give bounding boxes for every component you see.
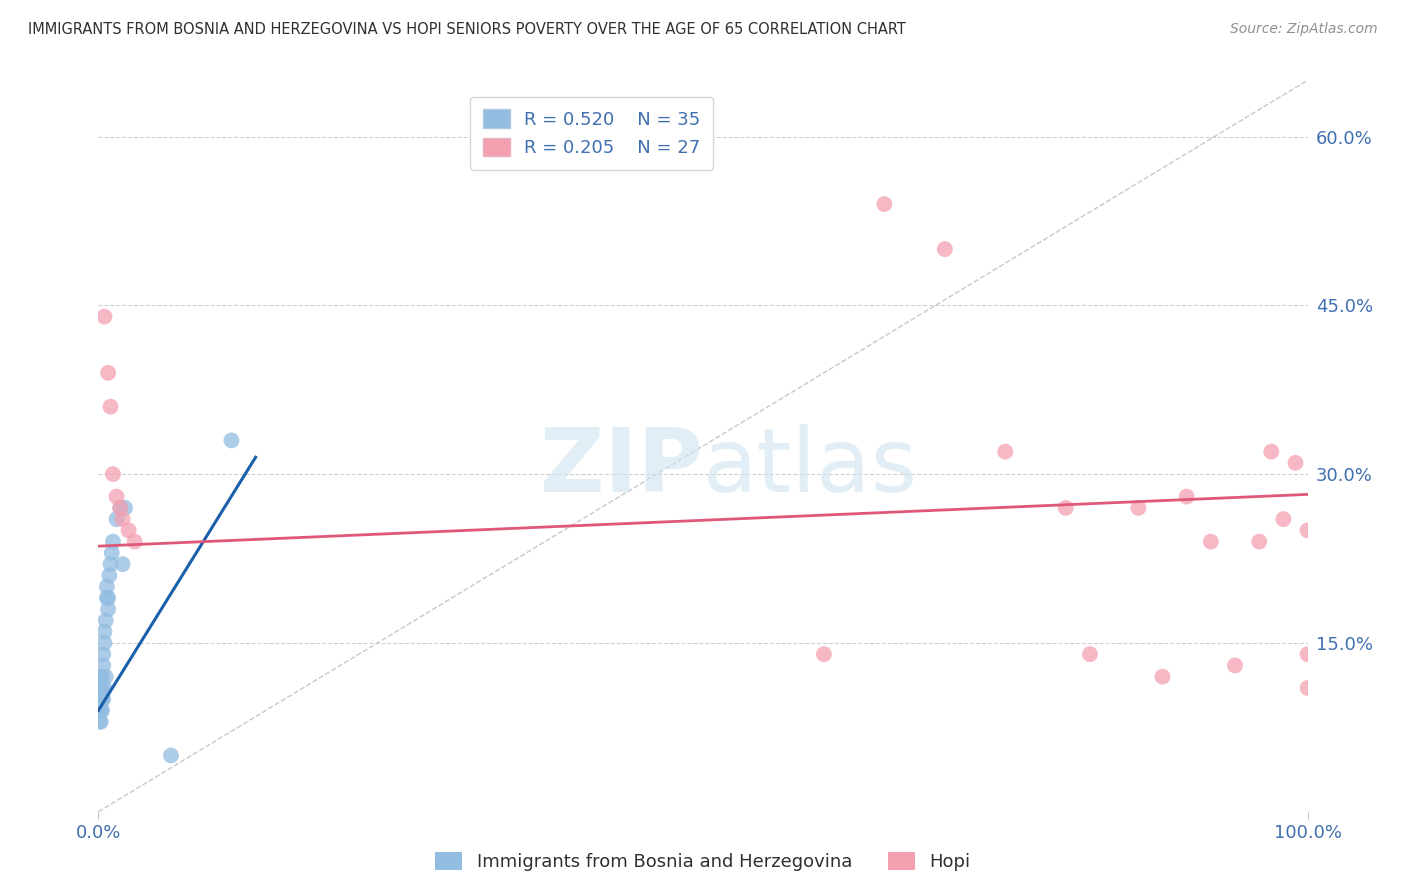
- Point: [1054, 500, 1077, 515]
- Legend: Immigrants from Bosnia and Herzegovina, Hopi: Immigrants from Bosnia and Herzegovina, …: [427, 845, 979, 879]
- Point: [91, 647, 114, 661]
- Point: [90, 670, 112, 684]
- Point: [93, 636, 115, 650]
- Point: [1296, 681, 1319, 695]
- Point: [94, 670, 117, 684]
- Point: [124, 534, 146, 549]
- Point: [96, 580, 118, 594]
- Point: [114, 500, 136, 515]
- Point: [90, 692, 112, 706]
- Point: [89, 703, 111, 717]
- Point: [1249, 534, 1271, 549]
- Point: [1296, 524, 1319, 538]
- Point: [108, 500, 131, 515]
- Text: IMMIGRANTS FROM BOSNIA AND HERZEGOVINA VS HOPI SENIORS POVERTY OVER THE AGE OF 6: IMMIGRANTS FROM BOSNIA AND HERZEGOVINA V…: [28, 22, 905, 37]
- Point: [118, 524, 141, 538]
- Point: [97, 602, 120, 616]
- Point: [873, 197, 896, 211]
- Text: atlas: atlas: [703, 425, 918, 511]
- Point: [93, 624, 115, 639]
- Point: [91, 658, 114, 673]
- Point: [1260, 444, 1282, 458]
- Point: [111, 512, 134, 526]
- Point: [89, 681, 111, 695]
- Point: [91, 692, 114, 706]
- Point: [101, 534, 124, 549]
- Point: [1199, 534, 1222, 549]
- Point: [91, 681, 114, 695]
- Point: [89, 714, 111, 729]
- Point: [97, 366, 120, 380]
- Point: [1284, 456, 1306, 470]
- Point: [105, 512, 128, 526]
- Point: [97, 591, 120, 605]
- Point: [221, 434, 243, 448]
- Point: [1223, 658, 1246, 673]
- Point: [160, 748, 183, 763]
- Point: [90, 703, 112, 717]
- Point: [96, 591, 118, 605]
- Point: [105, 490, 128, 504]
- Point: [111, 557, 134, 571]
- Point: [93, 681, 115, 695]
- Point: [91, 703, 114, 717]
- Text: Source: ZipAtlas.com: Source: ZipAtlas.com: [1230, 22, 1378, 37]
- Point: [100, 546, 122, 560]
- Point: [101, 467, 124, 482]
- Point: [1296, 647, 1319, 661]
- Point: [1128, 500, 1150, 515]
- Point: [91, 670, 114, 684]
- Point: [89, 692, 111, 706]
- Point: [813, 647, 835, 661]
- Point: [1078, 647, 1101, 661]
- Y-axis label: Seniors Poverty Over the Age of 65: Seniors Poverty Over the Age of 65: [0, 300, 8, 592]
- Point: [93, 310, 115, 324]
- Point: [100, 400, 122, 414]
- Point: [994, 444, 1017, 458]
- Point: [1272, 512, 1295, 526]
- Point: [91, 692, 114, 706]
- Point: [90, 681, 112, 695]
- Point: [1152, 670, 1174, 684]
- Point: [934, 242, 956, 256]
- Text: ZIP: ZIP: [540, 425, 703, 511]
- Point: [98, 568, 121, 582]
- Legend: R = 0.520    N = 35, R = 0.205    N = 27: R = 0.520 N = 35, R = 0.205 N = 27: [470, 96, 713, 169]
- Point: [1175, 490, 1198, 504]
- Point: [100, 557, 122, 571]
- Point: [94, 614, 117, 628]
- Point: [90, 714, 112, 729]
- Point: [108, 500, 131, 515]
